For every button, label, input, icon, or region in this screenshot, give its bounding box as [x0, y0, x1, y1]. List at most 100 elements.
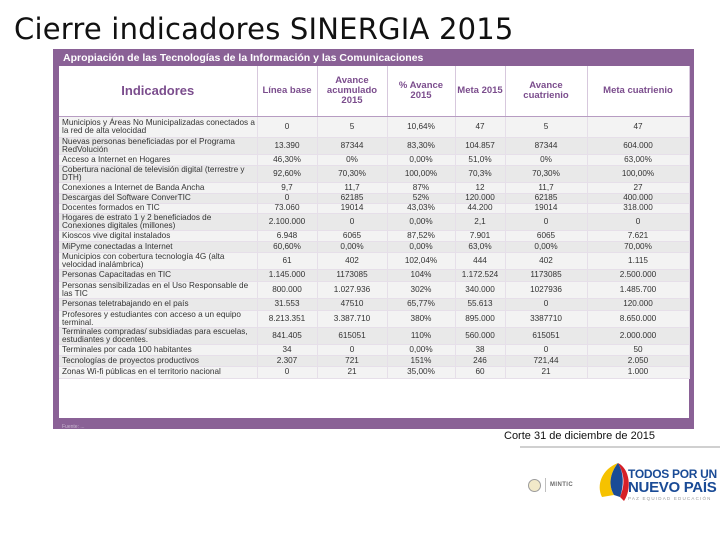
indicator-name: Descargas del Software ConverTIC [59, 193, 258, 204]
table-cell: 151% [387, 355, 456, 367]
table-cell: 50 [587, 344, 690, 356]
column-header: Meta 2015 [455, 66, 506, 117]
table-row: Hogares de estrato 1 y 2 beneficiados de… [59, 213, 690, 231]
indicator-name: Personas Capacitadas en TIC [59, 269, 258, 282]
table-container: Indicadores Línea base Avance acumulado … [59, 66, 690, 418]
nuevo-pais-logo [599, 463, 629, 501]
table-cell: 0 [317, 213, 388, 231]
table-cell: 35,00% [387, 366, 456, 379]
table-cell: 21 [505, 366, 588, 379]
table-row: Zonas Wi-fi públicas en el territorio na… [59, 366, 690, 379]
table-cell: 0,00% [317, 241, 388, 253]
table-row: Docentes formados en TIC 73.060 19014 43,03… [59, 203, 690, 214]
table-cell: 92,60% [257, 165, 318, 183]
indicator-name: MiPyme conectadas a Internet [59, 241, 258, 253]
table-cell: 560.000 [455, 327, 506, 345]
table-cell: 0% [505, 154, 588, 166]
table-cell: 47 [455, 116, 506, 138]
column-header: % Avance 2015 [387, 66, 456, 117]
table-cell: 21 [317, 366, 388, 379]
table-cell: 721,44 [505, 355, 588, 367]
table-cell: 110% [387, 327, 456, 345]
table-cell: 120.000 [455, 193, 506, 204]
table-row: Personas Capacitadas en TIC 1.145.000 1173… [59, 269, 690, 282]
table-cell: 0 [587, 213, 690, 231]
slide-title: Cierre indicadores SINERGIA 2015 [14, 12, 514, 46]
table-cell: 1173085 [317, 269, 388, 282]
table-cell: 63,0% [455, 241, 506, 253]
table-cell: 1173085 [505, 269, 588, 282]
table-cell: 70,3% [455, 165, 506, 183]
indicator-name: Terminales por cada 100 habitantes [59, 344, 258, 356]
table-cell: 2.100.000 [257, 213, 318, 231]
table-cell: 0,00% [387, 213, 456, 231]
table-cell: 120.000 [587, 298, 690, 311]
table-cell: 104.857 [455, 137, 506, 155]
table-cell: 27 [587, 182, 690, 194]
table-cell: 0 [257, 116, 318, 138]
indicator-name: Municipios con cobertura tecnología 4G (… [59, 252, 258, 270]
indicators-panel: Apropiación de las Tecnologías de la Inf… [53, 49, 694, 429]
table-cell: 44.200 [455, 203, 506, 214]
table-cell: 841.405 [257, 327, 318, 345]
table-cell: 302% [387, 281, 456, 299]
indicator-name: Personas teletrabajando en el país [59, 298, 258, 311]
table-cell: 0 [505, 213, 588, 231]
table-cell: 2,1 [455, 213, 506, 231]
table-cell: 47 [587, 116, 690, 138]
table-cell: 87344 [505, 137, 588, 155]
table-cell: 34 [257, 344, 318, 356]
table-row: Cobertura nacional de televisión digital… [59, 165, 690, 183]
panel-header: Apropiación de las Tecnologías de la Inf… [63, 52, 424, 64]
table-cell: 46,30% [257, 154, 318, 166]
table-cell: 0,00% [505, 241, 588, 253]
indicator-name: Kioscos vive digital instalados [59, 230, 258, 242]
table-row: Personas sensibilizadas en el Uso Respon… [59, 281, 690, 299]
column-header: Meta cuatrienio [587, 66, 690, 117]
column-header: Línea base [257, 66, 318, 117]
table-row: Nuevas personas beneficiadas por el Prog… [59, 137, 690, 155]
table-cell: 1.485.700 [587, 281, 690, 299]
table-row: Conexiones a Internet de Banda Ancha 9,7 1… [59, 182, 690, 194]
table-cell: 19014 [317, 203, 388, 214]
table-cell: 340.000 [455, 281, 506, 299]
table-cell: 3.387.710 [317, 310, 388, 328]
table-cell: 87,52% [387, 230, 456, 242]
table-cell: 104% [387, 269, 456, 282]
indicator-name: Cobertura nacional de televisión digital… [59, 165, 258, 183]
table-header-row: Indicadores Línea base Avance acumulado … [59, 66, 690, 117]
table-row: Municipios con cobertura tecnología 4G (… [59, 252, 690, 270]
table-cell: 13.390 [257, 137, 318, 155]
logo-tagline: PAZ EQUIDAD EDUCACIÓN [628, 496, 712, 501]
table-cell: 100,00% [387, 165, 456, 183]
table-cell: 6065 [317, 230, 388, 242]
table-cell: 70,30% [317, 165, 388, 183]
table-cell: 1.115 [587, 252, 690, 270]
mintic-label: MINTIC [550, 482, 574, 488]
column-header: Avance acumulado 2015 [317, 66, 388, 117]
table-cell: 19014 [505, 203, 588, 214]
table-cell: 9,7 [257, 182, 318, 194]
table-cell: 0 [505, 298, 588, 311]
table-cell: 11,7 [505, 182, 588, 194]
table-cell: 11,7 [317, 182, 388, 194]
table-cell: 721 [317, 355, 388, 367]
table-cell: 2.307 [257, 355, 318, 367]
table-cell: 2.500.000 [587, 269, 690, 282]
mintic-logo: MINTIC [528, 474, 586, 496]
table-cell: 87% [387, 182, 456, 194]
table-cell: 318.000 [587, 203, 690, 214]
indicators-table: Indicadores Línea base Avance acumulado … [59, 66, 690, 379]
table-cell: 102,04% [387, 252, 456, 270]
table-cell: 0,00% [387, 241, 456, 253]
table-row: Acceso a Internet en Hogares 46,30% 0% 0,00… [59, 154, 690, 166]
table-row: Terminales compradas/ subsidiadas para e… [59, 327, 690, 345]
indicator-name: Profesores y estudiantes con acceso a un… [59, 310, 258, 328]
table-cell: 895.000 [455, 310, 506, 328]
logo-red-stroke [618, 463, 629, 501]
cut-date: Corte 31 de diciembre de 2015 [504, 430, 656, 442]
table-body: Municipios y Áreas No Municipalizadas co… [59, 116, 690, 379]
table-row: Personas teletrabajando en el país 31.553… [59, 298, 690, 311]
table-cell: 380% [387, 310, 456, 328]
table-cell: 3387710 [505, 310, 588, 328]
